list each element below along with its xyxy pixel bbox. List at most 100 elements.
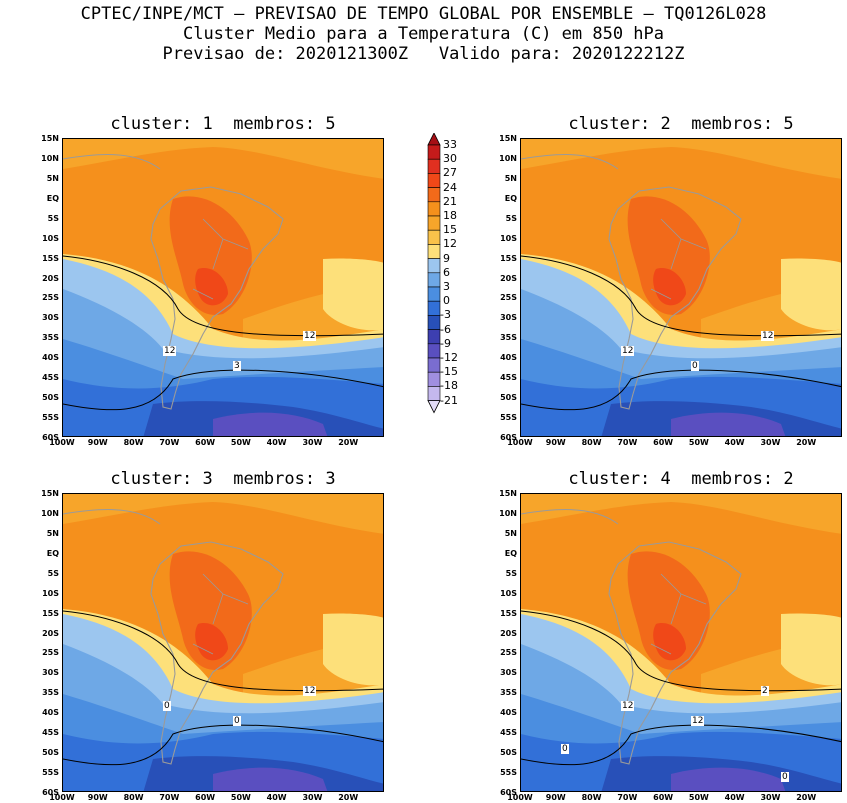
- map-panel-cluster-3: 12 0 0: [62, 493, 384, 792]
- colorbar-level-label: -9: [440, 336, 451, 350]
- lon-tick-label: 50W: [688, 438, 709, 447]
- colorbar-swatch: [427, 173, 441, 188]
- lat-tick-label: 15N: [499, 489, 517, 498]
- lat-tick-label: 50S: [500, 393, 517, 403]
- lat-tick-label: 20S: [42, 273, 59, 283]
- contour-cold: [521, 369, 841, 411]
- contour-12: [521, 610, 841, 692]
- lon-tick-label: 70W: [159, 793, 180, 802]
- lat-tick-label: EQ: [504, 193, 517, 203]
- central-america-outline: [63, 509, 161, 525]
- central-america-outline: [63, 154, 161, 170]
- lat-tick-label: 60S: [500, 433, 517, 442]
- lon-tick-label: 80W: [123, 793, 144, 802]
- lat-tick-label: 5N: [504, 528, 517, 538]
- colorbar-level-label: 27: [443, 166, 457, 180]
- lat-tick-label: 40S: [42, 708, 59, 718]
- colorbar-swatch: [427, 286, 441, 302]
- contour-label: 12: [621, 701, 635, 711]
- central-america-outline: [521, 154, 619, 170]
- colorbar-level-label: 33: [443, 138, 457, 151]
- lon-tick-label: 40W: [724, 438, 745, 447]
- lon-tick-label: 90W: [87, 438, 108, 447]
- colorbar-level-label: -21: [440, 393, 458, 407]
- panel-1-title: cluster: 1 membros: 5: [110, 114, 336, 134]
- lat-tick-label: 5S: [47, 213, 59, 223]
- south-america-outline: [608, 541, 742, 765]
- lat-tick-label: 15N: [41, 134, 59, 143]
- colorbar-swatch: [427, 315, 441, 330]
- lat-tick-label: 40S: [500, 708, 517, 718]
- lat-tick-label: 10S: [500, 588, 517, 598]
- lat-tick-label: 15S: [42, 253, 59, 263]
- lon-tick-label: 80W: [123, 438, 144, 447]
- lon-tick-label: 70W: [617, 793, 638, 802]
- lat-tick-label: 5N: [46, 528, 59, 538]
- colorbar-level-label: -18: [440, 379, 458, 393]
- contour-label: 3: [233, 361, 241, 371]
- colorbar-swatch: [427, 357, 441, 373]
- country-borders: [650, 218, 707, 300]
- contour-label: 12: [691, 716, 705, 726]
- lat-tick-label: 10S: [42, 233, 59, 243]
- lon-tick-label: 30W: [760, 793, 781, 802]
- colorbar-level-label: -6: [440, 322, 451, 336]
- lat-tick-label: 35S: [42, 688, 59, 698]
- lat-tick-label: EQ: [46, 193, 59, 203]
- lon-tick-label: 70W: [617, 438, 638, 447]
- colorbar-swatch: [427, 329, 441, 345]
- lat-tick-label: 5N: [46, 173, 59, 183]
- temperature-band: [323, 258, 383, 331]
- lat-tick-label: 60S: [42, 788, 59, 797]
- colorbar-swatch: [427, 144, 441, 160]
- lon-tick-label: 100W: [507, 438, 533, 447]
- temperature-band: [781, 258, 841, 331]
- lat-tick-label: 45S: [42, 373, 59, 383]
- lat-tick-label: 35S: [500, 333, 517, 343]
- lat-tick-label: 30S: [42, 668, 59, 678]
- lat-tick-label: EQ: [46, 548, 59, 558]
- lat-tick-label: 15S: [500, 253, 517, 263]
- colorbar-level-label: -3: [440, 308, 451, 322]
- warm-core-region: [627, 551, 710, 670]
- south-america-outline: [608, 186, 742, 410]
- colorbar-level-label: 0: [443, 294, 450, 308]
- lon-tick-label: 40W: [724, 793, 745, 802]
- colorbar-swatch: [427, 244, 441, 259]
- lon-tick-label: 70W: [159, 438, 180, 447]
- lat-tick-label: 20S: [500, 628, 517, 638]
- lat-tick-label: 15S: [42, 608, 59, 618]
- colorbar-swatch: [427, 229, 441, 245]
- lon-tick-label: 90W: [545, 438, 566, 447]
- colorbar-level-label: 15: [443, 223, 457, 237]
- lat-tick-label: 40S: [42, 353, 59, 363]
- lat-tick-label: 10N: [499, 153, 517, 163]
- lat-tick-label: 15N: [41, 489, 59, 498]
- colorbar-swatch: [427, 386, 441, 401]
- panel-2-title: cluster: 2 membros: 5: [568, 114, 794, 134]
- country-borders: [192, 573, 249, 655]
- lon-tick-label: 50W: [230, 438, 251, 447]
- country-borders: [650, 573, 707, 655]
- lat-tick-label: 60S: [500, 788, 517, 797]
- temperature-field: [521, 139, 841, 436]
- lon-tick-label: 60W: [653, 793, 674, 802]
- lat-tick-label: 25S: [42, 648, 59, 658]
- lat-tick-label: 40S: [500, 353, 517, 363]
- lon-tick-label: 30W: [302, 793, 323, 802]
- lat-tick-label: 30S: [500, 313, 517, 323]
- contour-cold: [63, 369, 383, 411]
- colorbar-swatch: [427, 300, 441, 316]
- panel-3-title: cluster: 3 membros: 3: [110, 469, 336, 489]
- country-borders: [192, 218, 249, 300]
- temperature-band: [671, 412, 786, 436]
- temperature-band: [671, 767, 786, 791]
- contour-label: 0: [163, 701, 171, 711]
- contour-12: [63, 255, 383, 337]
- temperature-band: [63, 494, 383, 534]
- lat-tick-label: 5N: [504, 173, 517, 183]
- lon-tick-label: 20W: [796, 438, 817, 447]
- map-panel-cluster-4: 2 12 12 0 0: [520, 493, 842, 792]
- lon-tick-label: 100W: [49, 438, 75, 447]
- hot-spot-region: [195, 268, 228, 306]
